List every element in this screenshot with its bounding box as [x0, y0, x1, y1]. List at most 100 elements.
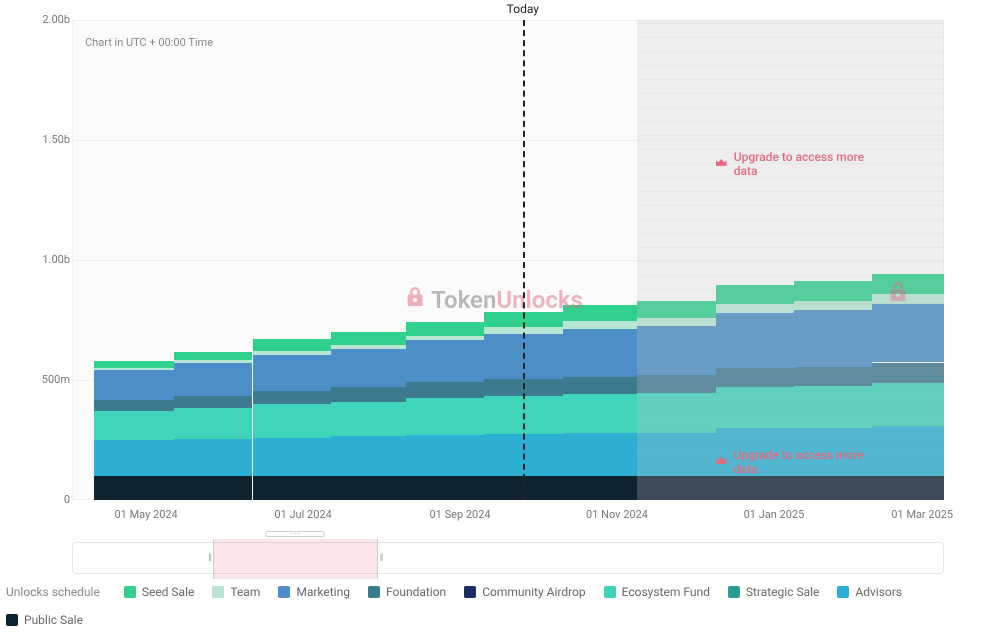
legend-item-team[interactable]: Team: [212, 585, 260, 599]
bar-segment-advisors: [406, 435, 484, 476]
legend-label: Foundation: [386, 585, 446, 599]
bar-segment-public-sale: [94, 476, 174, 500]
bar-segment-advisors: [563, 433, 637, 476]
y-tick-label: 1.50b: [35, 133, 70, 146]
bar-segment-seed-sale: [331, 332, 406, 345]
y-tick-label: 2.00b: [35, 13, 70, 26]
range-top-handle[interactable]: - - -: [265, 531, 325, 537]
utc-note: Chart in UTC + 00:00 Time: [85, 36, 213, 49]
bar-segment-marketing: [637, 326, 715, 375]
watermark-suffix: Unlocks: [496, 286, 583, 314]
bar-segment-seed-sale: [406, 322, 484, 336]
today-label: Today: [507, 2, 539, 16]
bar-segment-team: [716, 304, 794, 313]
legend-label: Public Sale: [24, 613, 83, 627]
legend-swatch: [212, 586, 224, 598]
legend-item-strategic-sale[interactable]: Strategic Sale: [728, 585, 820, 599]
bar-segment-team: [637, 318, 715, 326]
bar-segment-advisors: [253, 438, 331, 476]
side-lock-icon: [888, 280, 908, 308]
legend-title: Unlocks schedule: [6, 585, 100, 599]
bar-segment-marketing: [94, 370, 174, 400]
bar-segment-seed-sale: [253, 339, 331, 351]
bar-segment-advisors: [794, 428, 872, 476]
watermark-prefix: Token: [431, 286, 496, 314]
legend-swatch: [6, 614, 18, 626]
legend-item-ecosystem-fund[interactable]: Ecosystem Fund: [604, 585, 710, 599]
legend-label: Advisors: [855, 585, 902, 599]
x-tick-label: 01 May 2024: [114, 508, 177, 521]
bar-segment-marketing: [406, 340, 484, 382]
bar-segment-ecosystem-fund: [716, 387, 794, 428]
legend-item-marketing[interactable]: Marketing: [278, 585, 350, 599]
bar-segment-marketing: [794, 310, 872, 366]
bar-segment-foundation: [716, 368, 794, 387]
bar-segment-foundation: [794, 367, 872, 387]
bar-segment-foundation: [563, 377, 637, 394]
bar-segment-seed-sale: [872, 274, 944, 294]
bar-segment-seed-sale: [174, 352, 252, 360]
x-tick-label: 01 Mar 2025: [891, 508, 953, 521]
legend-swatch: [278, 586, 290, 598]
bar-segment-marketing: [563, 329, 637, 377]
legend-label: Strategic Sale: [746, 585, 820, 599]
bar-segment-ecosystem-fund: [94, 411, 174, 440]
bar-segment-advisors: [174, 439, 252, 476]
bar-segment-seed-sale: [637, 301, 715, 318]
bar-segment-marketing: [253, 355, 331, 391]
bar-segment-seed-sale: [716, 285, 794, 304]
bar-segment-ecosystem-fund: [637, 393, 715, 433]
bar-segment-team: [872, 294, 944, 304]
bar-segment-public-sale: [174, 476, 252, 500]
x-tick-label: 01 Jan 2025: [744, 508, 805, 521]
bar-segment-seed-sale: [94, 361, 174, 368]
bar-segment-team: [94, 368, 174, 370]
bar-segment-public-sale: [794, 476, 872, 500]
bar-segment-marketing: [872, 304, 944, 363]
bar-segment-foundation: [406, 382, 484, 398]
legend-item-advisors[interactable]: Advisors: [837, 585, 902, 599]
legend-swatch: [604, 586, 616, 598]
y-tick-label: 1.00b: [35, 253, 70, 266]
legend-label: Seed Sale: [142, 585, 195, 599]
bar-segment-foundation: [253, 391, 331, 404]
bar-segment-team: [563, 321, 637, 329]
legend-swatch: [837, 586, 849, 598]
bar-segment-seed-sale: [794, 281, 872, 301]
bar-segment-advisors: [331, 436, 406, 476]
range-selection[interactable]: - - -: [213, 539, 379, 579]
range-slider[interactable]: - - -: [72, 542, 944, 574]
legend-swatch: [728, 586, 740, 598]
bar-segment-public-sale: [563, 476, 637, 500]
stacked-bars: [72, 20, 944, 500]
bar-segment-ecosystem-fund: [563, 394, 637, 433]
bar-segment-team: [406, 336, 484, 340]
bar-segment-ecosystem-fund: [253, 404, 331, 438]
bar-segment-public-sale: [406, 476, 484, 500]
bar-segment-advisors: [872, 426, 944, 476]
watermark: TokenUnlocks: [405, 285, 583, 315]
bar-segment-team: [253, 351, 331, 354]
legend-label: Marketing: [296, 585, 350, 599]
legend-label: Ecosystem Fund: [622, 585, 710, 599]
bar-segment-advisors: [94, 440, 174, 476]
bar-segment-ecosystem-fund: [174, 408, 252, 439]
bar-segment-team: [794, 301, 872, 310]
legend-item-foundation[interactable]: Foundation: [368, 585, 446, 599]
legend-item-seed-sale[interactable]: Seed Sale: [124, 585, 195, 599]
x-tick-label: 01 Sep 2024: [429, 508, 490, 521]
legend-item-community-airdrop[interactable]: Community Airdrop: [464, 585, 585, 599]
bar-segment-foundation: [174, 396, 252, 408]
bar-segment-public-sale: [637, 476, 715, 500]
bar-segment-team: [174, 360, 252, 363]
bar-segment-advisors: [716, 428, 794, 476]
lock-icon: [405, 285, 425, 315]
legend-label: Team: [230, 585, 260, 599]
bar-segment-advisors: [637, 433, 715, 476]
bar-segment-marketing: [716, 313, 794, 368]
bar-segment-marketing: [331, 349, 406, 387]
bar-segment-public-sale: [872, 476, 944, 500]
y-tick-label: 500m: [35, 373, 70, 386]
today-marker-line: [523, 20, 525, 500]
legend-item-public-sale[interactable]: Public Sale: [6, 613, 83, 627]
